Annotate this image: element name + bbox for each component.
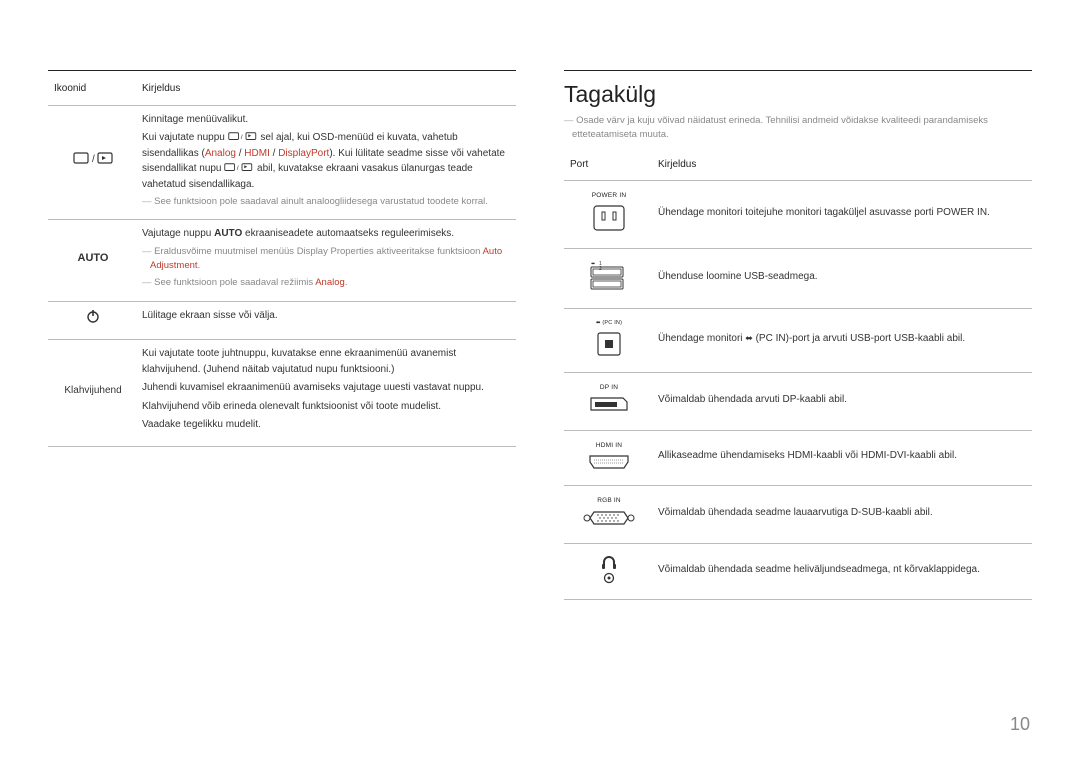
row1-note: See funktsioon pole saadaval ainult anal… <box>142 195 506 209</box>
port-power-icon: POWER IN <box>564 181 654 249</box>
col-header-port-desc: Kirjeldus <box>654 157 1032 181</box>
svg-text:⬌: ⬌ <box>591 261 595 267</box>
row2-p1: Vajutage nuppu AUTO ekraaniseadete autom… <box>142 226 506 242</box>
port-audio-desc: Võimaldab ühendada seadme heliväljundsea… <box>654 543 1032 600</box>
port-power-desc: Ühendage monitori toitejuhe monitori tag… <box>654 181 1032 249</box>
section-subnote: Osade värv ja kuju võivad näidatust erin… <box>564 114 1032 143</box>
port-hdmi-desc: Allikaseadme ühendamiseks HDMI-kaabli võ… <box>654 430 1032 486</box>
icon-source: / <box>48 105 138 220</box>
row1-desc: Kinnitage menüüvalikut. Kui vajutate nup… <box>138 105 516 220</box>
svg-text:/: / <box>240 134 242 141</box>
row1-p1: Kinnitage menüüvalikut. <box>142 112 506 128</box>
svg-text:/: / <box>237 165 239 172</box>
port-rgb-desc: Võimaldab ühendada seadme lauaarvutiga D… <box>654 486 1032 544</box>
divider-top-right <box>564 70 1032 71</box>
port-usb-out-icon: ⬌ 1 2 <box>564 248 654 309</box>
page-number: 10 <box>1010 714 1030 735</box>
right-column: Tagakülg Osade värv ja kuju võivad näida… <box>564 70 1032 600</box>
key-guide-label: Klahvijuhend <box>48 340 138 447</box>
row4-p4: Vaadake tegelikku mudelit. <box>142 417 506 433</box>
row2-note1: Eraldusvõime muutmisel menüüs Display Pr… <box>142 245 506 274</box>
left-column: Ikoonid Kirjeldus / Kinnitage menüüvalik… <box>48 70 516 600</box>
icons-table: Ikoonid Kirjeldus / Kinnitage menüüvalik… <box>48 81 516 447</box>
port-usb-pcin-icon: ⬌ (PC IN) <box>564 309 654 373</box>
row3-desc: Lülitage ekraan sisse või välja. <box>138 301 516 340</box>
port-hdmi-icon: HDMI IN <box>564 430 654 486</box>
col-header-port: Port <box>564 157 654 181</box>
col-header-icons: Ikoonid <box>48 81 138 105</box>
port-usb-out-desc: Ühenduse loomine USB-seadmega. <box>654 248 1032 309</box>
row4-p1: Kui vajutate toote juhtnuppu, kuvatakse … <box>142 346 506 377</box>
port-dp-icon: DP IN <box>564 373 654 431</box>
ports-table: Port Kirjeldus POWER IN Ühendage monitor… <box>564 157 1032 601</box>
svg-text:/: / <box>92 154 95 165</box>
row2-note2: See funktsioon pole saadaval režiimis An… <box>142 276 506 290</box>
col-header-desc: Kirjeldus <box>138 81 516 105</box>
port-usb-pcin-desc: Ühendage monitori ⬌ (PC IN)-port ja arvu… <box>654 309 1032 373</box>
divider-top-left <box>48 70 516 71</box>
icon-auto: AUTO <box>48 220 138 301</box>
row4-p3: Klahvijuhend võib erineda olenevalt funk… <box>142 399 506 415</box>
row4-p2: Juhendi kuvamisel ekraanimenüü avamiseks… <box>142 380 506 396</box>
power-icon <box>48 301 138 340</box>
section-title: Tagakülg <box>564 81 1032 108</box>
row2-desc: Vajutage nuppu AUTO ekraaniseadete autom… <box>138 220 516 301</box>
row4-desc: Kui vajutate toote juhtnuppu, kuvatakse … <box>138 340 516 447</box>
port-rgb-icon: RGB IN <box>564 486 654 544</box>
port-audio-icon <box>564 543 654 600</box>
row1-p2: Kui vajutate nuppu / sel ajal, kui OSD-m… <box>142 130 506 192</box>
port-dp-desc: Võimaldab ühendada arvuti DP-kaabli abil… <box>654 373 1032 431</box>
